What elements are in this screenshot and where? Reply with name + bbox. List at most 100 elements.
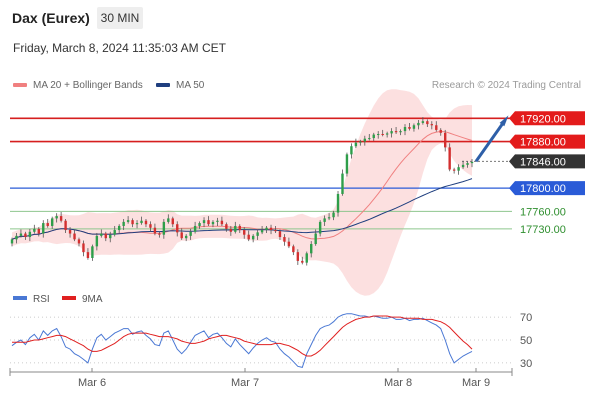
- candle-body: [42, 223, 45, 234]
- timeframe-badge[interactable]: 30 MIN: [97, 7, 143, 29]
- candle-body: [327, 217, 331, 219]
- candle-body: [354, 142, 358, 147]
- candle-body: [341, 173, 344, 194]
- candle-body: [46, 223, 49, 226]
- x-tick-label-Mar-6: Mar 6: [78, 377, 106, 389]
- candle-body: [368, 138, 371, 140]
- candle-body: [390, 131, 393, 134]
- legend-bollinger: MA 20 + Bollinger Bands: [13, 80, 143, 91]
- candle-body: [113, 230, 116, 235]
- candle-body: [220, 220, 224, 225]
- candle-body: [184, 235, 188, 239]
- candle-body: [50, 218, 54, 226]
- candle-body: [135, 223, 139, 225]
- candle-body: [385, 133, 389, 135]
- candle-body: [350, 146, 353, 155]
- credit-text: Research © 2024 Trading Central: [431, 80, 581, 91]
- candle-body: [131, 220, 134, 225]
- candle-body: [287, 241, 291, 247]
- legend-ma50-label: MA 50: [176, 80, 205, 91]
- candle-body: [336, 193, 340, 213]
- candle-body: [372, 134, 375, 139]
- candle-body: [251, 235, 255, 240]
- rsi-tick-70: 70: [520, 312, 532, 324]
- candle-body: [95, 235, 99, 247]
- candle-body: [109, 234, 112, 239]
- candle-body: [301, 260, 304, 263]
- candle-body: [73, 233, 76, 240]
- candle-body: [207, 220, 210, 225]
- chart-header: Dax (Eurex) 30 MIN: [0, 0, 590, 36]
- rsi-series-9MA: [12, 315, 473, 357]
- candle-body: [77, 239, 81, 244]
- candle-body: [64, 220, 67, 231]
- candle-body: [225, 224, 228, 229]
- candle-body: [176, 224, 179, 233]
- candle-body: [470, 161, 474, 164]
- candle-body: [28, 231, 32, 238]
- level-label-17846.00: 17846.00: [520, 156, 566, 168]
- candle-body: [399, 131, 402, 133]
- legend-bollinger-swatch: [13, 83, 27, 88]
- candle-body: [86, 252, 90, 258]
- candle-body: [117, 225, 121, 231]
- candle-body: [55, 216, 58, 219]
- projection-arrow: [474, 119, 507, 163]
- rsi-series-RSI: [11, 313, 473, 368]
- candle-body: [278, 231, 282, 238]
- candle-body: [430, 124, 434, 126]
- x-axis: Mar 6 Mar 7 Mar 8 Mar 9: [9, 368, 513, 389]
- candle-body: [126, 220, 130, 222]
- level-label-17880.00: 17880.00: [520, 137, 566, 149]
- candle-body: [100, 233, 103, 236]
- candle-body: [363, 138, 367, 142]
- candle-body: [417, 122, 420, 126]
- bollinger-band-area: [12, 89, 472, 296]
- candle-body: [82, 243, 85, 253]
- candle-body: [211, 221, 215, 225]
- projection-arrow-head: [499, 115, 509, 127]
- candle-body: [189, 231, 192, 236]
- candle-body: [345, 154, 349, 174]
- ma9-legend-swatch: [62, 296, 76, 300]
- candle-body: [37, 228, 40, 234]
- level-box-17920.00: [509, 111, 585, 126]
- candle-body: [305, 253, 308, 263]
- candle-body: [457, 167, 460, 171]
- candle-body: [158, 233, 161, 235]
- candle-body: [461, 164, 465, 168]
- legend-ma50: MA 50: [156, 80, 204, 91]
- candle-body: [33, 228, 36, 232]
- candle-body: [439, 129, 442, 133]
- candle-body: [193, 225, 197, 232]
- candle-body: [292, 246, 295, 253]
- candle-body: [466, 163, 469, 165]
- legend-bollinger-label: MA 20 + Bollinger Bands: [33, 80, 143, 91]
- candle-body: [59, 216, 63, 221]
- candle-body: [408, 127, 411, 129]
- candle-body: [216, 220, 219, 222]
- candle-body: [269, 227, 273, 231]
- candle-body: [426, 121, 429, 125]
- candle-body: [332, 212, 335, 218]
- candle-body: [68, 230, 72, 234]
- level-labels: 17920.00 17880.00 17846.00 17800.00 17760.00…: [509, 111, 585, 236]
- candle-body: [140, 220, 143, 224]
- rsi-tick-30: 30: [520, 358, 532, 370]
- candle-body: [260, 230, 264, 233]
- candle-body: [243, 230, 246, 235]
- candle-body: [180, 232, 183, 239]
- candle-body: [403, 127, 407, 132]
- candle-body: [435, 125, 438, 130]
- x-tick-label-Mar-8: Mar 8: [384, 377, 412, 389]
- candle-body: [377, 134, 380, 135]
- candle-body: [318, 221, 322, 234]
- level-box-17880.00: [509, 134, 585, 149]
- candle-body: [162, 221, 166, 235]
- candle-body: [444, 132, 447, 148]
- level-label-17920.00: 17920.00: [520, 113, 566, 125]
- candle-body: [10, 239, 14, 244]
- level-label-17730.00: 17730.00: [520, 224, 566, 236]
- candle-body: [238, 225, 241, 231]
